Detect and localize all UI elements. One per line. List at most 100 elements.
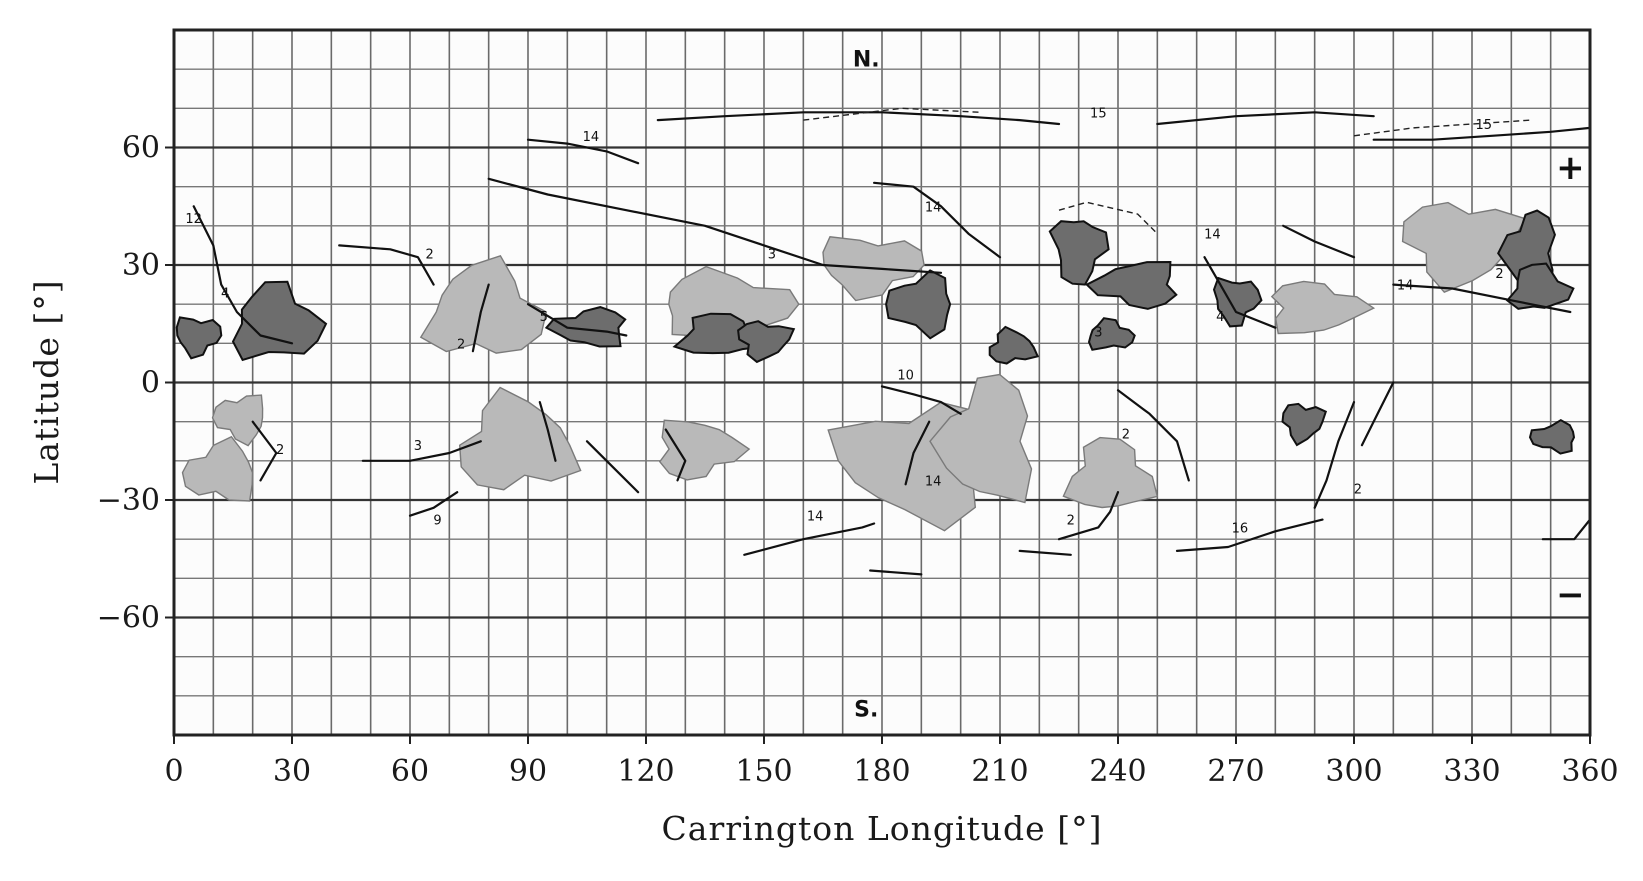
rotation-number-label: 15 bbox=[1090, 106, 1107, 121]
rotation-number-label: 5 bbox=[540, 310, 548, 325]
x-tick-label: 360 bbox=[1561, 754, 1618, 789]
rotation-number-label: 14 bbox=[807, 510, 824, 525]
active-region bbox=[988, 325, 1040, 365]
active-region bbox=[1087, 317, 1136, 351]
rotation-number-label: 4 bbox=[1216, 310, 1224, 325]
rotation-number-label: 14 bbox=[1397, 279, 1414, 294]
neutral-line-contour bbox=[408, 491, 459, 517]
neutral-line-contour bbox=[526, 303, 628, 337]
active-region bbox=[1212, 276, 1263, 328]
neutral-line-contour bbox=[656, 111, 1061, 126]
y-tick-label: 30 bbox=[122, 248, 160, 283]
active-region bbox=[1281, 402, 1328, 447]
neutral-line-contour bbox=[1282, 224, 1356, 259]
neutral-line-contour bbox=[904, 420, 931, 486]
rotation-number-label: 14 bbox=[925, 200, 942, 215]
coronal-hole-region bbox=[1270, 280, 1376, 335]
x-tick-label: 90 bbox=[509, 754, 547, 789]
x-axis: 0 30 60 90 120 150 180 210 240 270 300 330 360 bbox=[164, 735, 1619, 789]
y-tick-label: 0 bbox=[141, 366, 160, 401]
neutral-line-contour bbox=[869, 569, 923, 576]
rotation-number-label: 15 bbox=[1476, 118, 1493, 133]
neutral-line-contour bbox=[361, 440, 482, 462]
x-tick-label: 300 bbox=[1325, 754, 1382, 789]
neutral-line-contour bbox=[1175, 518, 1324, 552]
neutral-line-contour bbox=[1392, 283, 1572, 314]
rotation-number-label: 3 bbox=[768, 247, 776, 262]
neutral-line-contour bbox=[873, 181, 1002, 259]
neutral-line-contour bbox=[526, 138, 640, 165]
neutral-line-contour bbox=[192, 205, 294, 345]
rotation-number-label: 3 bbox=[414, 439, 422, 454]
coronal-hole-region bbox=[1401, 201, 1527, 294]
neutral-line-contour bbox=[1541, 518, 1590, 541]
neutral-line-contour bbox=[664, 428, 687, 482]
neutral-line-contour bbox=[1057, 491, 1120, 541]
dashed-contour bbox=[1058, 201, 1158, 235]
neutral-line-contour bbox=[251, 420, 278, 482]
rotation-number-label: 3 bbox=[1094, 326, 1102, 341]
active-region bbox=[737, 320, 796, 364]
x-tick-label: 150 bbox=[735, 754, 792, 789]
hemisphere-label: N. bbox=[853, 47, 880, 72]
coronal-hole-region bbox=[458, 386, 582, 491]
rotation-number-label: 12 bbox=[185, 212, 202, 227]
grid bbox=[174, 30, 1590, 735]
coronal-hole-region bbox=[658, 419, 751, 481]
neutral-line-contour bbox=[487, 177, 943, 274]
magnetic-features bbox=[175, 107, 1590, 576]
rotation-number-label: 2 bbox=[276, 443, 284, 458]
rotation-number-label: 2 bbox=[1495, 267, 1503, 282]
polarity-label: + bbox=[1556, 148, 1585, 188]
x-axis-label: Carrington Longitude [°] bbox=[662, 809, 1103, 848]
neutral-line-contour bbox=[1372, 126, 1590, 141]
x-tick-label: 30 bbox=[273, 754, 311, 789]
polarity-label: − bbox=[1556, 575, 1585, 615]
rotation-number-label: 14 bbox=[925, 474, 942, 489]
active-region bbox=[231, 280, 328, 362]
map-annotations: N. S. + − 15 15 14 14 14 14 14 14 12 4 2 3 5 2 10 3 2 9 3 2 2 16 4… bbox=[185, 47, 1584, 722]
rotation-number-label: 2 bbox=[1354, 482, 1362, 497]
neutral-line-contour bbox=[1313, 401, 1356, 509]
x-tick-label: 0 bbox=[164, 754, 183, 789]
x-tick-label: 210 bbox=[971, 754, 1028, 789]
rotation-number-label: 14 bbox=[583, 130, 600, 145]
y-tick-label: 60 bbox=[122, 131, 160, 166]
active-region bbox=[1048, 220, 1110, 286]
rotation-number-label: 16 bbox=[1232, 521, 1249, 536]
coronal-hole-region bbox=[1062, 436, 1159, 509]
rotation-number-label: 9 bbox=[433, 514, 441, 529]
neutral-line-contour bbox=[743, 522, 876, 556]
coronal-hole-region bbox=[929, 373, 1033, 504]
dashed-contour bbox=[803, 107, 981, 121]
active-region bbox=[544, 306, 627, 348]
coronal-hole-region bbox=[181, 435, 254, 502]
active-region bbox=[885, 269, 952, 340]
neutral-line-contour bbox=[471, 283, 490, 353]
y-tick-label: −30 bbox=[97, 483, 160, 518]
rotation-number-label: 2 bbox=[457, 337, 465, 352]
active-region bbox=[1085, 260, 1178, 310]
active-region bbox=[175, 316, 223, 360]
neutral-line-contour bbox=[538, 401, 557, 462]
hemisphere-label: S. bbox=[854, 698, 878, 723]
active-region bbox=[1505, 262, 1575, 310]
neutral-line-contour bbox=[1360, 381, 1395, 447]
coronal-hole-region bbox=[211, 394, 264, 447]
rotation-number-label: 14 bbox=[1204, 228, 1221, 243]
neutral-line-contour bbox=[1018, 549, 1072, 556]
neutral-line-contour bbox=[1116, 389, 1190, 482]
neutral-line-contour bbox=[1203, 256, 1277, 329]
neutral-line-contour bbox=[880, 385, 962, 415]
y-axis: 60 30 0 −30 −60 bbox=[97, 131, 174, 636]
x-tick-label: 270 bbox=[1207, 754, 1264, 789]
x-tick-label: 120 bbox=[617, 754, 674, 789]
neutral-line-contour bbox=[585, 440, 640, 494]
rotation-number-label: 2 bbox=[426, 247, 434, 262]
x-tick-label: 180 bbox=[853, 754, 910, 789]
rotation-number-label: 2 bbox=[1067, 514, 1075, 529]
neutral-line-contour bbox=[338, 244, 435, 286]
x-tick-label: 240 bbox=[1089, 754, 1146, 789]
y-tick-label: −60 bbox=[97, 601, 160, 636]
